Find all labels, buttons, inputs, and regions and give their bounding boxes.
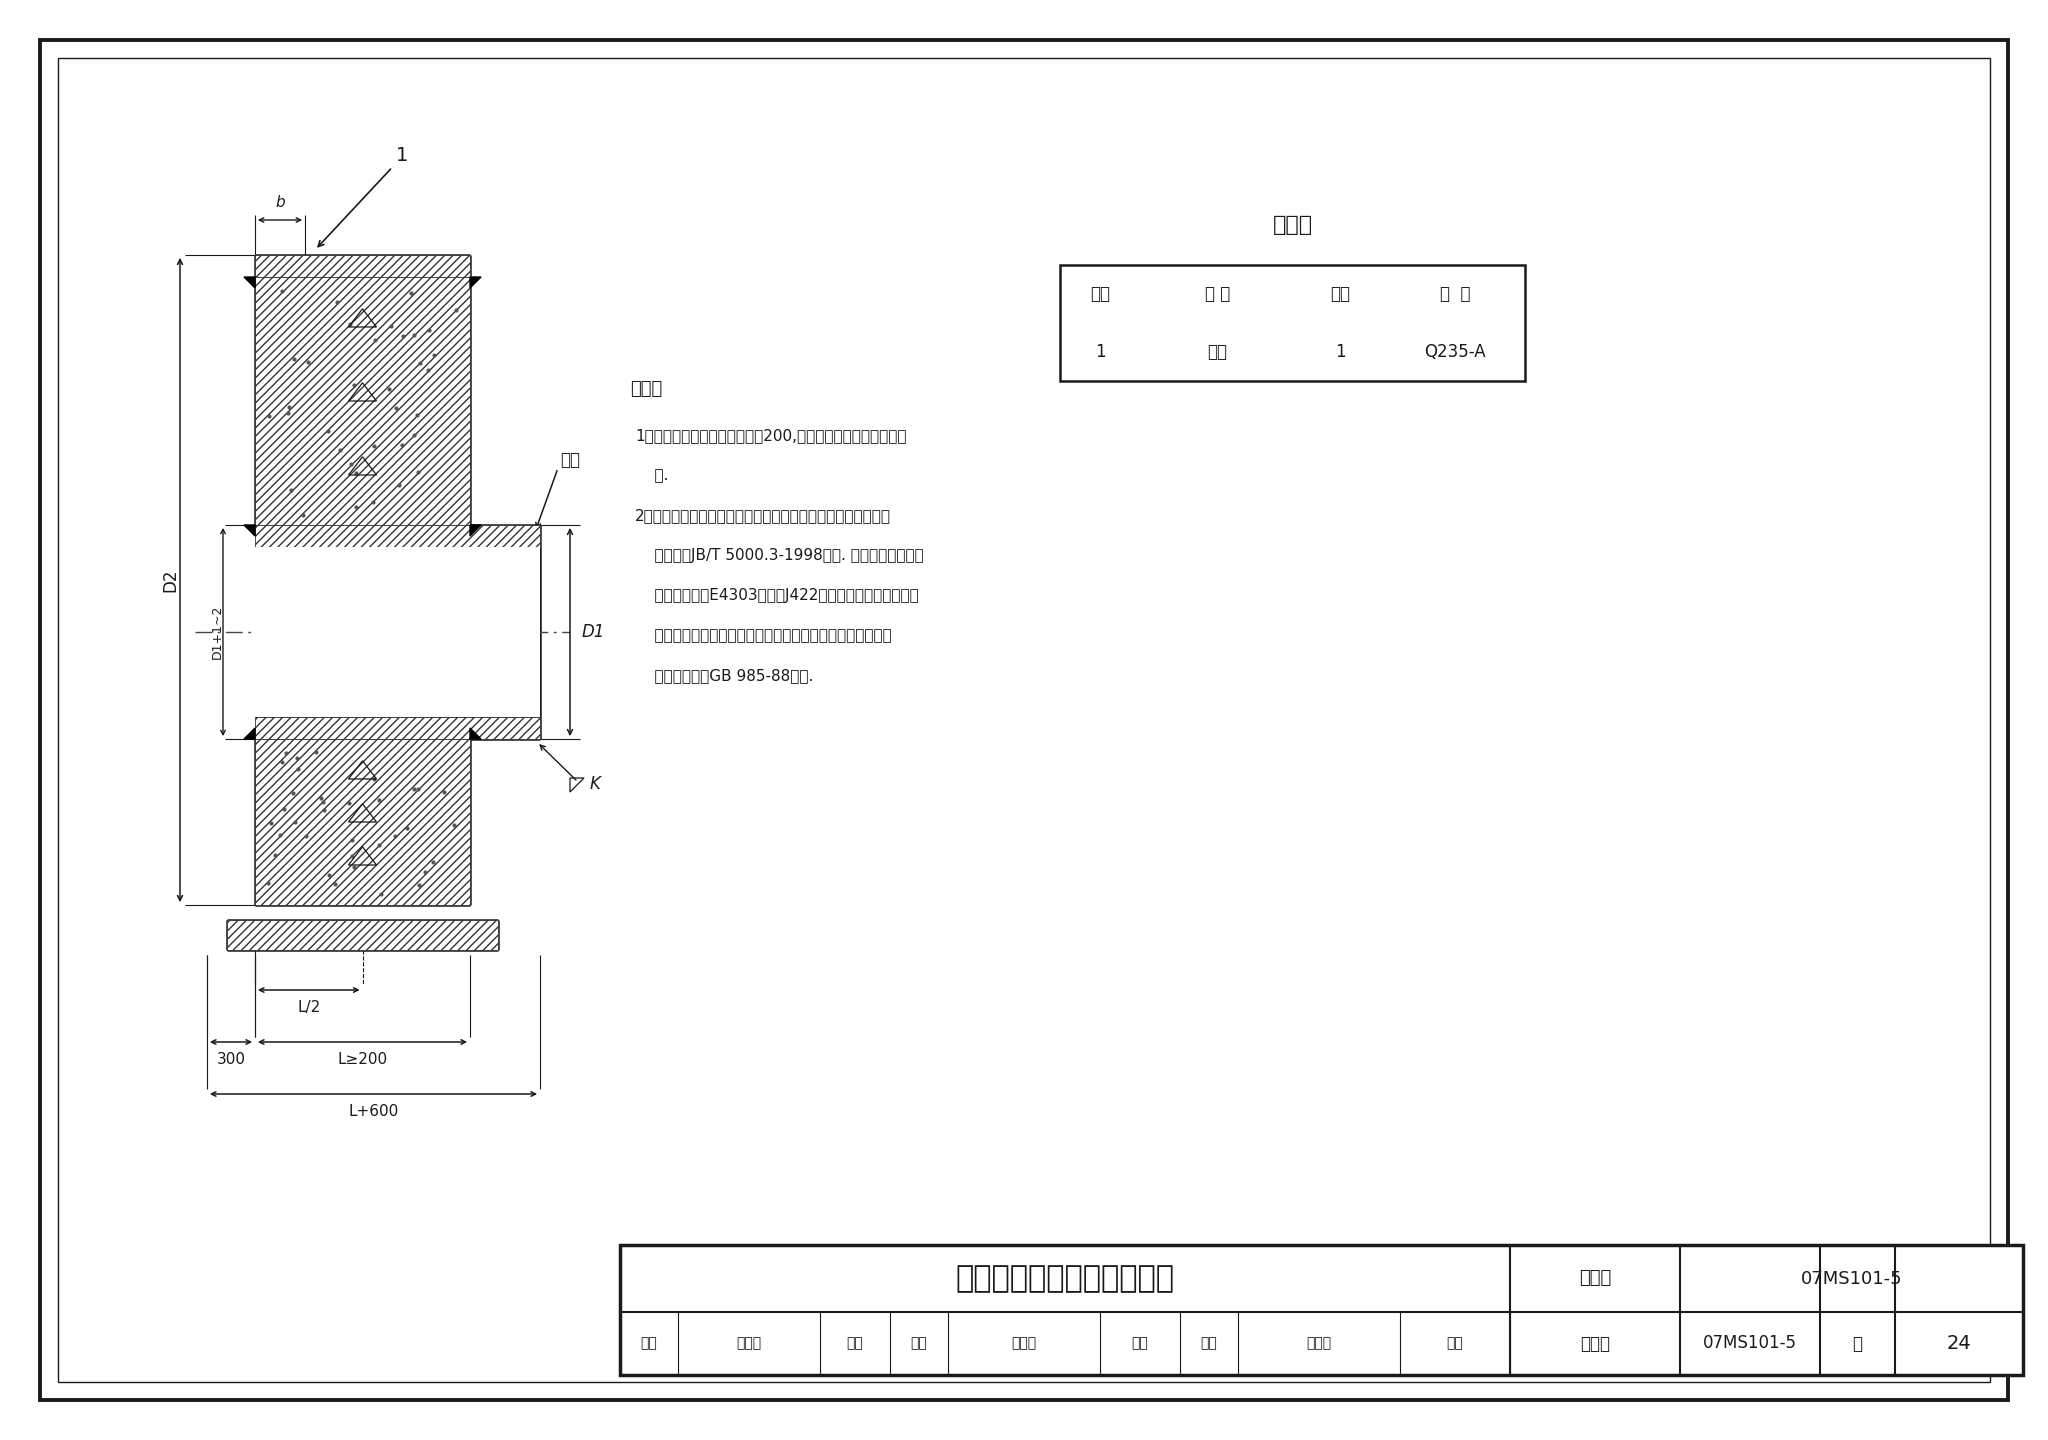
Bar — [256, 739, 469, 904]
Text: 刚性防水翼环安装图（二）: 刚性防水翼环安装图（二） — [956, 1264, 1174, 1293]
Polygon shape — [469, 526, 481, 536]
Text: 材  料: 材 料 — [1440, 285, 1470, 302]
Bar — [1061, 265, 1526, 382]
Bar — [256, 255, 469, 276]
Text: 07MS101-5: 07MS101-5 — [1800, 1270, 1903, 1287]
Text: 林海燕: 林海燕 — [737, 1336, 762, 1351]
Text: 厚.: 厚. — [635, 468, 668, 482]
Bar — [621, 1246, 2023, 1375]
Bar — [256, 276, 469, 526]
Text: 说明：: 说明： — [631, 380, 662, 397]
Text: 图集号: 图集号 — [1579, 1270, 1612, 1287]
Text: 钢管: 钢管 — [559, 451, 580, 469]
Text: 2．焊接结构尺寸公差与形位公差按照《重型机械通用技术条件: 2．焊接结构尺寸公差与形位公差按照《重型机械通用技术条件 — [635, 508, 891, 523]
Text: 300: 300 — [217, 1053, 246, 1067]
Text: D1: D1 — [582, 624, 606, 641]
Text: 欧阳容: 欧阳容 — [1307, 1336, 1331, 1351]
Text: 审核: 审核 — [641, 1336, 657, 1351]
Text: 数量: 数量 — [1329, 285, 1350, 302]
Text: 24: 24 — [1948, 1333, 1972, 1354]
Polygon shape — [469, 276, 481, 288]
Text: 1: 1 — [1096, 343, 1106, 361]
Text: 设计: 设计 — [1200, 1336, 1217, 1351]
Polygon shape — [244, 526, 256, 536]
Text: 校对: 校对 — [911, 1336, 928, 1351]
Text: 签名: 签名 — [1446, 1336, 1464, 1351]
Text: D1+1~2: D1+1~2 — [211, 605, 223, 660]
Text: L/2: L/2 — [297, 999, 319, 1015]
Text: Q235-A: Q235-A — [1423, 343, 1485, 361]
Text: 焊接件》JB/T 5000.3-1998执行. 焊接采用手工电弧: 焊接件》JB/T 5000.3-1998执行. 焊接采用手工电弧 — [635, 549, 924, 563]
Text: 07MS101-5: 07MS101-5 — [1704, 1335, 1796, 1352]
Bar — [256, 526, 541, 547]
Text: 形式与尺寸》GB 985-88执行.: 形式与尺寸》GB 985-88执行. — [635, 668, 813, 683]
Bar — [227, 920, 498, 950]
Text: b: b — [274, 194, 285, 210]
Text: L+600: L+600 — [348, 1104, 399, 1119]
Text: 1．穿管处混凝土墙厚应不小于200,否则应使墙壁一边或两边加: 1．穿管处混凝土墙厚应不小于200,否则应使墙壁一边或两边加 — [635, 428, 907, 444]
Text: 焊，焊条型号E4303，牌号J422．焊缝坡口的基本形式与: 焊，焊条型号E4303，牌号J422．焊缝坡口的基本形式与 — [635, 588, 920, 603]
Bar — [256, 717, 541, 739]
Text: 1: 1 — [397, 145, 410, 164]
Text: 材料表: 材料表 — [1272, 215, 1313, 235]
Text: 名 称: 名 称 — [1204, 285, 1231, 302]
Text: 页: 页 — [1853, 1335, 1862, 1352]
Text: L≥200: L≥200 — [338, 1053, 387, 1067]
Text: 签名: 签名 — [1133, 1336, 1149, 1351]
Text: 序号: 序号 — [1090, 285, 1110, 302]
Text: D2: D2 — [162, 569, 178, 592]
Polygon shape — [244, 276, 256, 288]
Text: 翼环: 翼环 — [1208, 343, 1227, 361]
Text: 1: 1 — [1335, 343, 1346, 361]
Bar — [256, 547, 541, 717]
Polygon shape — [469, 729, 481, 739]
Text: 签名: 签名 — [846, 1336, 864, 1351]
Text: 陈春明: 陈春明 — [1012, 1336, 1036, 1351]
Text: 尺寸按照《气焊、手工电弧焊及气体保护焊焊缝坡口的基本: 尺寸按照《气焊、手工电弧焊及气体保护焊焊缝坡口的基本 — [635, 628, 891, 644]
Polygon shape — [244, 729, 256, 739]
Text: 图集号: 图集号 — [1579, 1335, 1610, 1352]
Text: K: K — [590, 775, 600, 793]
